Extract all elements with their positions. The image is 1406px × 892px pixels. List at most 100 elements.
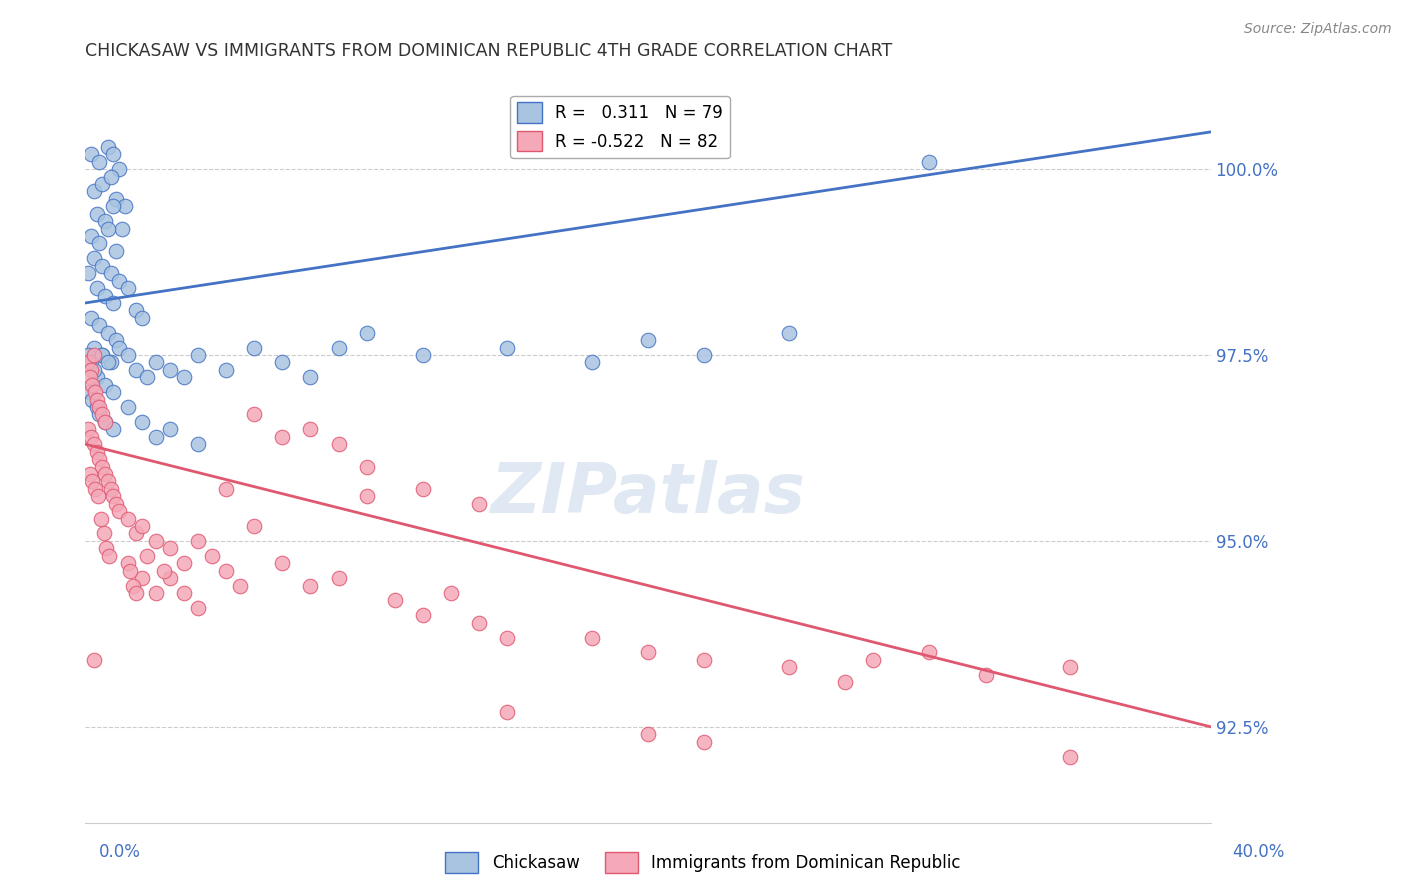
Point bbox=[91, 348, 114, 362]
Point bbox=[96, 541, 118, 556]
Point bbox=[693, 348, 716, 362]
Point bbox=[103, 296, 125, 310]
Point bbox=[93, 526, 115, 541]
Text: CHICKASAW VS IMMIGRANTS FROM DOMINICAN REPUBLIC 4TH GRADE CORRELATION CHART: CHICKASAW VS IMMIGRANTS FROM DOMINICAN R… bbox=[86, 42, 893, 60]
Point bbox=[215, 482, 238, 496]
Point bbox=[91, 408, 114, 422]
Point bbox=[86, 281, 108, 295]
Point bbox=[243, 341, 266, 355]
Point bbox=[693, 653, 716, 667]
Point bbox=[145, 533, 167, 548]
Point bbox=[89, 318, 111, 333]
Point bbox=[97, 221, 120, 235]
Point bbox=[215, 564, 238, 578]
Point bbox=[97, 326, 120, 340]
Point bbox=[215, 363, 238, 377]
Point bbox=[80, 355, 103, 369]
Point bbox=[94, 415, 117, 429]
Point bbox=[94, 288, 117, 302]
Point bbox=[693, 734, 716, 748]
Point bbox=[105, 333, 128, 347]
Point bbox=[83, 348, 105, 362]
Point bbox=[356, 459, 378, 474]
Point bbox=[125, 303, 148, 318]
Point bbox=[637, 645, 659, 659]
Point bbox=[834, 675, 856, 690]
Point bbox=[83, 363, 105, 377]
Point bbox=[173, 556, 195, 570]
Point bbox=[77, 355, 100, 369]
Point bbox=[187, 533, 209, 548]
Point bbox=[82, 392, 104, 407]
Point bbox=[111, 221, 134, 235]
Point bbox=[94, 415, 117, 429]
Point bbox=[356, 489, 378, 503]
Point bbox=[328, 571, 350, 585]
Point bbox=[82, 475, 104, 489]
Point bbox=[778, 326, 800, 340]
Point bbox=[90, 511, 112, 525]
Point bbox=[496, 705, 519, 719]
Point bbox=[153, 564, 176, 578]
Point bbox=[117, 348, 139, 362]
Point bbox=[103, 489, 125, 503]
Point bbox=[84, 482, 107, 496]
Point bbox=[100, 482, 122, 496]
Point bbox=[105, 244, 128, 258]
Point bbox=[89, 408, 111, 422]
Point bbox=[299, 422, 322, 436]
Text: Source: ZipAtlas.com: Source: ZipAtlas.com bbox=[1244, 22, 1392, 37]
Point bbox=[91, 348, 114, 362]
Point bbox=[581, 355, 603, 369]
Point bbox=[91, 259, 114, 273]
Text: 0.0%: 0.0% bbox=[98, 843, 141, 861]
Point bbox=[412, 482, 434, 496]
Point bbox=[243, 519, 266, 533]
Point bbox=[229, 578, 252, 592]
Point bbox=[89, 236, 111, 251]
Point bbox=[83, 653, 105, 667]
Point bbox=[131, 519, 153, 533]
Point bbox=[87, 489, 110, 503]
Point bbox=[131, 415, 153, 429]
Point bbox=[97, 355, 120, 369]
Point bbox=[581, 631, 603, 645]
Point bbox=[89, 400, 111, 414]
Point bbox=[496, 341, 519, 355]
Point bbox=[86, 207, 108, 221]
Point bbox=[159, 422, 181, 436]
Point bbox=[86, 392, 108, 407]
Legend: R =   0.311   N = 79, R = -0.522   N = 82: R = 0.311 N = 79, R = -0.522 N = 82 bbox=[510, 95, 730, 158]
Point bbox=[201, 549, 224, 563]
Point bbox=[1059, 660, 1081, 674]
Point bbox=[91, 459, 114, 474]
Point bbox=[637, 333, 659, 347]
Point bbox=[98, 549, 121, 563]
Point bbox=[468, 497, 491, 511]
Point bbox=[117, 511, 139, 525]
Point bbox=[86, 400, 108, 414]
Point bbox=[145, 430, 167, 444]
Point bbox=[79, 385, 101, 400]
Point bbox=[117, 400, 139, 414]
Point bbox=[84, 385, 107, 400]
Point bbox=[80, 229, 103, 244]
Point bbox=[1059, 749, 1081, 764]
Point bbox=[103, 422, 125, 436]
Point bbox=[159, 541, 181, 556]
Point bbox=[271, 556, 294, 570]
Point bbox=[105, 497, 128, 511]
Point bbox=[94, 467, 117, 481]
Point bbox=[86, 444, 108, 458]
Point bbox=[120, 564, 142, 578]
Point bbox=[97, 140, 120, 154]
Point bbox=[778, 660, 800, 674]
Point bbox=[77, 348, 100, 362]
Point bbox=[328, 341, 350, 355]
Point bbox=[108, 274, 131, 288]
Text: ZIPatlas: ZIPatlas bbox=[491, 459, 806, 526]
Point bbox=[80, 363, 103, 377]
Point bbox=[114, 199, 136, 213]
Point bbox=[862, 653, 884, 667]
Point bbox=[79, 467, 101, 481]
